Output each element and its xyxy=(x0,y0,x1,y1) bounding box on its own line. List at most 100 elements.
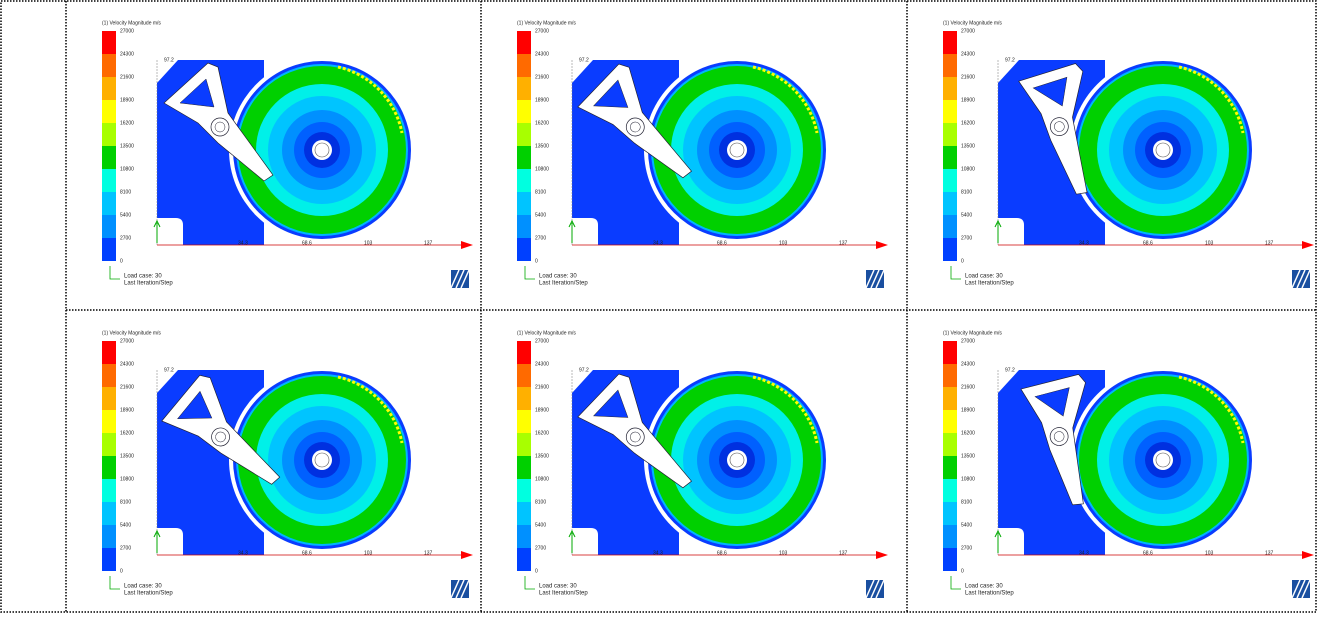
pivot xyxy=(1049,117,1069,136)
legend-swatch xyxy=(943,525,957,548)
y-arrow xyxy=(568,529,576,553)
logo-stripe xyxy=(1291,269,1301,289)
legend-level: 5400 xyxy=(961,522,972,528)
legend-level: 24300 xyxy=(961,361,975,367)
legend-swatch xyxy=(102,433,116,456)
legend-level: 24300 xyxy=(535,361,549,367)
legend-level: 18900 xyxy=(120,407,134,413)
fluid-domain xyxy=(998,60,1105,245)
legend-swatch xyxy=(102,238,116,261)
logo xyxy=(450,269,470,289)
legend-level: 27000 xyxy=(961,338,975,344)
legend-level: 27000 xyxy=(961,28,975,34)
legend-swatch xyxy=(102,456,116,479)
y-axis-label: 97.2 xyxy=(579,367,589,373)
arm-cutout xyxy=(593,389,629,418)
legend-level: 8100 xyxy=(961,499,972,505)
legend-swatch xyxy=(943,387,957,410)
x-axis-label: 137 xyxy=(1265,550,1274,556)
legend-level: 16200 xyxy=(535,430,549,436)
legend-title: (1) Velocity Magnitude m/s xyxy=(517,20,576,26)
legend-level: 5400 xyxy=(961,212,972,218)
load-case: Load case: 30 xyxy=(965,274,1003,280)
legend-level: 18900 xyxy=(961,407,975,413)
result-panel: (1) Velocity Magnitude m/s27000243002160… xyxy=(102,330,473,599)
legend-swatch xyxy=(517,502,531,525)
legend-swatch xyxy=(517,433,531,456)
pivot-inner xyxy=(214,121,226,133)
legend-swatch xyxy=(102,192,116,215)
hub xyxy=(1155,142,1171,158)
logo-stripe xyxy=(870,269,880,289)
legend-level: 16200 xyxy=(120,120,134,126)
logo-stripe xyxy=(865,269,875,289)
legend-title: (1) Velocity Magnitude m/s xyxy=(943,20,1002,26)
legend-level: 0 xyxy=(120,568,123,574)
legend-level: 13500 xyxy=(961,143,975,149)
legend-level: 8100 xyxy=(120,189,131,195)
logo-stripe xyxy=(455,579,465,599)
pivot-inner xyxy=(1053,431,1065,442)
x-axis-arrow xyxy=(1302,551,1314,559)
pivot-inner xyxy=(1054,121,1065,132)
legend-title: (1) Velocity Magnitude m/s xyxy=(943,330,1002,336)
load-case: Load case: 30 xyxy=(539,584,577,590)
legend-swatch xyxy=(517,215,531,238)
y-arrow xyxy=(568,219,576,243)
x-axis-label: 137 xyxy=(839,240,848,246)
legend-level: 18900 xyxy=(535,407,549,413)
legend-level: 10800 xyxy=(120,476,134,482)
legend-title: (1) Velocity Magnitude m/s xyxy=(517,330,576,336)
legend-level: 24300 xyxy=(961,51,975,57)
legend-level: 10800 xyxy=(535,476,549,482)
fluid-domain xyxy=(998,370,1105,555)
legend-swatch xyxy=(102,31,116,54)
legend-swatch xyxy=(102,525,116,548)
legend-level: 13500 xyxy=(535,143,549,149)
high-velocity-band xyxy=(1178,65,1245,134)
y-axis-label: 97.2 xyxy=(1005,367,1015,373)
arm-cutout xyxy=(1032,76,1068,107)
legend-swatch xyxy=(943,123,957,146)
legend-level: 13500 xyxy=(535,453,549,459)
logo-stripe xyxy=(450,269,460,289)
hub xyxy=(729,452,745,468)
pivot xyxy=(210,117,230,137)
legend-level: 2700 xyxy=(120,545,131,551)
legend-level: 18900 xyxy=(120,97,134,103)
legend-swatch xyxy=(517,410,531,433)
legend-level: 0 xyxy=(535,258,538,264)
legend-level: 27000 xyxy=(120,338,134,344)
load-case: Load case: 30 xyxy=(124,274,162,280)
x-axis-label: 103 xyxy=(779,240,788,246)
x-axis-arrow xyxy=(876,241,888,249)
logo-stripe xyxy=(1291,579,1301,599)
x-axis-label: 103 xyxy=(364,550,373,556)
legend-level: 21600 xyxy=(535,74,549,80)
legend-level: 16200 xyxy=(961,120,975,126)
legend-swatch xyxy=(943,100,957,123)
legend-level: 13500 xyxy=(120,453,134,459)
logo-stripe xyxy=(455,269,465,289)
pivot xyxy=(625,117,645,137)
actuator-arm xyxy=(1018,63,1088,195)
x-axis-label: 34.3 xyxy=(653,550,663,556)
load-case: Load case: 30 xyxy=(965,584,1003,590)
legend-level: 0 xyxy=(961,568,964,574)
triad-icon xyxy=(109,266,120,280)
x-axis-label: 137 xyxy=(424,550,433,556)
y-axis-label: 97.2 xyxy=(164,57,174,63)
legend-swatch xyxy=(517,238,531,261)
legend-level: 10800 xyxy=(961,166,975,172)
step-label: Last Iteration/Step xyxy=(539,281,588,287)
x-axis-arrow xyxy=(461,241,473,249)
actuator-arm xyxy=(161,374,281,485)
legend-level: 21600 xyxy=(961,384,975,390)
legend-swatch xyxy=(102,364,116,387)
triad-icon xyxy=(524,266,535,280)
x-axis-label: 68.6 xyxy=(717,550,727,556)
legend-level: 21600 xyxy=(120,384,134,390)
legend-swatch xyxy=(102,123,116,146)
x-axis-arrow xyxy=(876,551,888,559)
